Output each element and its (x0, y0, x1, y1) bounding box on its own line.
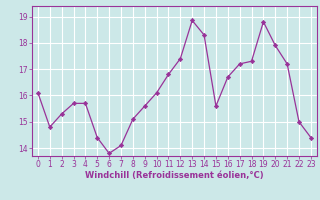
X-axis label: Windchill (Refroidissement éolien,°C): Windchill (Refroidissement éolien,°C) (85, 171, 264, 180)
